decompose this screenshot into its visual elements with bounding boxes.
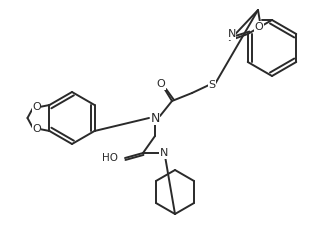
Text: N: N: [150, 112, 160, 124]
Text: O: O: [32, 124, 41, 134]
Text: N: N: [160, 148, 168, 158]
Text: HO: HO: [102, 153, 118, 163]
Text: O: O: [255, 22, 263, 32]
Text: O: O: [157, 79, 165, 89]
Text: S: S: [209, 80, 216, 90]
Text: O: O: [32, 102, 41, 112]
Text: N: N: [228, 29, 236, 39]
